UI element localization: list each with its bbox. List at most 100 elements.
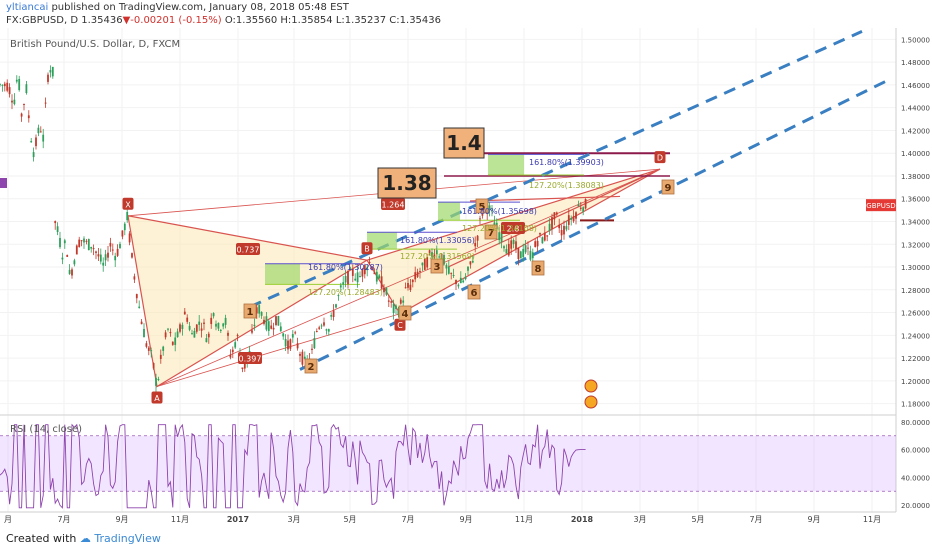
candle-body (181, 324, 184, 329)
candle-body (296, 343, 299, 349)
candle-body (90, 246, 93, 249)
candle-body (474, 242, 477, 247)
candle-body (61, 257, 64, 260)
candle-body (99, 254, 102, 262)
candle-body (409, 284, 412, 290)
fib-zone (488, 154, 524, 176)
candle-body (584, 199, 587, 209)
candle-body (303, 356, 306, 359)
candle-body (119, 243, 121, 249)
candle-body (198, 321, 201, 325)
author-link[interactable]: yltiancai (6, 2, 49, 13)
candle-body (315, 331, 318, 333)
wave-label-bg (467, 284, 481, 300)
candle-body (435, 250, 438, 255)
candle-body (361, 268, 364, 277)
ratio-label: 0.737 (237, 246, 260, 255)
candle-body (140, 321, 143, 325)
candle-body (217, 322, 220, 329)
candle-body (234, 342, 237, 348)
candle-body (224, 317, 227, 325)
ratio-label: 1.264 (382, 201, 405, 210)
left-marker-icon (0, 178, 7, 188)
fib-zone (438, 202, 460, 221)
time-tick-label: 月 (4, 515, 12, 524)
candle-body (462, 280, 465, 283)
wave-label: 9 (665, 183, 672, 194)
candle-body (23, 104, 25, 106)
candle-body (330, 315, 333, 317)
wave-label: 6 (471, 288, 478, 299)
time-tick-label: 11月 (515, 515, 533, 524)
price-badge-bg (866, 199, 896, 212)
wave-label-bg (484, 224, 498, 240)
candle-body (378, 275, 381, 279)
candle-body (548, 223, 551, 232)
candle-body (3, 83, 6, 87)
candle-body (469, 261, 472, 265)
publish-info: published on TradingView.com, January 08… (51, 2, 349, 13)
pattern-point-label: A (154, 394, 160, 403)
candle-body (111, 249, 114, 251)
time-tick-label: 9月 (807, 515, 820, 524)
candle-body (375, 271, 378, 282)
candle-body (263, 319, 265, 324)
candle-body (145, 343, 148, 347)
candle-body (188, 325, 191, 330)
candle-body (445, 265, 448, 269)
candle-body (380, 276, 383, 289)
candle-body (114, 255, 117, 261)
candle-body (433, 254, 436, 258)
candle-body (260, 311, 263, 316)
candle-body (546, 235, 549, 237)
candle-body (531, 252, 534, 259)
candle-body (18, 78, 21, 91)
candle-body (229, 354, 232, 358)
candle-body (284, 339, 287, 347)
candle-body (47, 74, 49, 82)
candle-body (351, 269, 354, 276)
candle-body (27, 115, 30, 119)
candle-body (277, 315, 280, 326)
candle-body (270, 325, 273, 329)
xab-triangle (127, 215, 369, 388)
rsi-tick-label: 40.0000 (901, 474, 930, 482)
candle-body (459, 277, 462, 284)
tradingview-link[interactable]: TradingView (94, 532, 161, 545)
candle-body (222, 323, 225, 327)
candle-body (517, 247, 520, 260)
candle-body (215, 323, 217, 327)
price-tick-label: 1.22000 (901, 355, 930, 363)
candle-body (411, 279, 414, 283)
price-tick-label: 1.38000 (901, 173, 930, 181)
candle-body (356, 272, 359, 283)
candle-body (54, 221, 57, 224)
candle-body (78, 239, 81, 247)
ratio-label-bg (501, 222, 525, 234)
candle-body (527, 247, 529, 249)
candle-body (347, 270, 349, 285)
time-tick-label: 5月 (343, 515, 356, 524)
fib-zone (367, 232, 397, 250)
price-badge: GBPUSD (866, 202, 895, 210)
wave-label-bg (304, 358, 318, 374)
candle-body (534, 241, 537, 248)
target-callout-box (443, 127, 485, 159)
candle-body (32, 152, 35, 158)
candle-body (191, 333, 193, 335)
candle-body (193, 330, 196, 338)
candle-body (83, 238, 85, 243)
candle-body (570, 217, 573, 220)
candle-body (467, 266, 469, 271)
wave-label-bg (430, 258, 444, 274)
candle-body (66, 255, 69, 257)
candle-body (493, 222, 496, 227)
pattern-point-label: B (364, 245, 370, 254)
wave-label: 7 (488, 228, 495, 239)
candle-body (210, 317, 213, 325)
candle-body (73, 260, 76, 265)
candle-body (157, 378, 160, 381)
time-tick-label: 11月 (171, 515, 189, 524)
time-tick-label: 11月 (863, 515, 881, 524)
